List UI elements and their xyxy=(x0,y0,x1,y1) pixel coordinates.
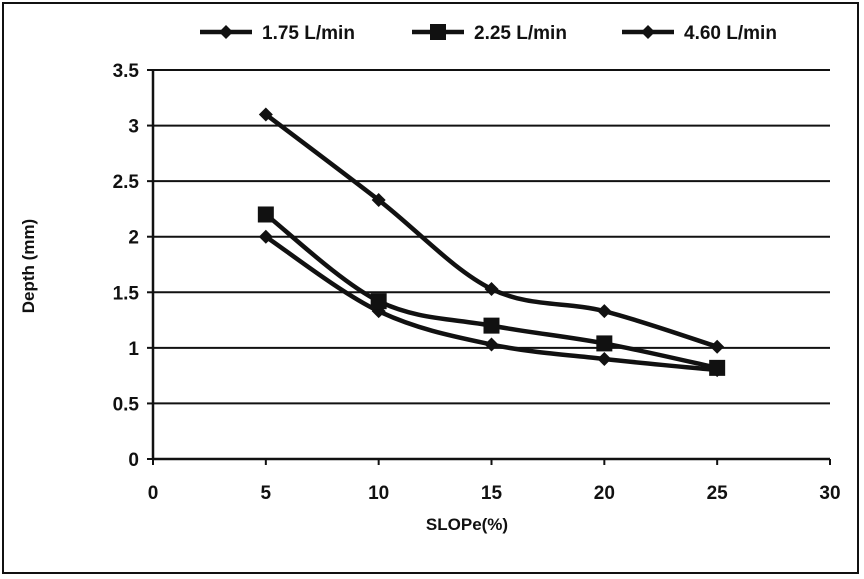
x-tick-labels: 0 5 10 15 20 25 30 xyxy=(148,483,841,504)
gridlines xyxy=(153,69,830,405)
x-axis-title: SLOPe(%) xyxy=(426,515,508,534)
data-point xyxy=(370,293,387,310)
data-point xyxy=(597,351,612,366)
chart-frame xyxy=(2,2,859,574)
y-tick-label: 3.5 xyxy=(113,61,140,82)
data-point xyxy=(710,339,725,354)
legend-marker xyxy=(641,25,655,39)
data-point xyxy=(596,335,613,352)
data-point xyxy=(258,229,273,244)
y-tick-label: 1 xyxy=(128,339,139,360)
data-point xyxy=(258,107,273,122)
legend-label: 4.60 L/min xyxy=(684,23,777,44)
legend-marker xyxy=(430,24,446,40)
legend-item: 2.25 L/min xyxy=(412,23,567,44)
legend: 1.75 L/min 2.25 L/min 4.60 L/min xyxy=(200,23,777,44)
y-tick-labels: 0 0.5 1 1.5 2 2.5 3 3.5 xyxy=(113,61,140,471)
legend-label: 1.75 L/min xyxy=(262,23,355,44)
y-axis-title: Depth (mm) xyxy=(19,219,38,313)
data-point xyxy=(484,337,499,352)
series-2 xyxy=(257,206,726,376)
y-tick-label: 2.5 xyxy=(113,172,140,193)
y-tick-label: 2 xyxy=(128,228,139,249)
legend-marker xyxy=(219,25,233,39)
data-point xyxy=(483,317,500,334)
y-tick-label: 0 xyxy=(128,450,139,471)
x-tick-label: 0 xyxy=(148,483,159,504)
x-tick-label: 5 xyxy=(261,483,272,504)
x-tick-label: 10 xyxy=(368,483,389,504)
legend-label: 2.25 L/min xyxy=(474,23,567,44)
x-tick-label: 15 xyxy=(481,483,503,504)
y-tick-label: 3 xyxy=(128,117,139,138)
legend-item: 1.75 L/min xyxy=(200,23,355,44)
x-tick-label: 25 xyxy=(707,483,729,504)
x-tick-label: 30 xyxy=(819,483,840,504)
y-tick-label: 1.5 xyxy=(113,283,140,304)
legend-item: 4.60 L/min xyxy=(622,23,777,44)
data-point xyxy=(597,304,612,319)
axes xyxy=(147,69,831,465)
data-point xyxy=(371,193,386,208)
data-point xyxy=(257,206,274,223)
series-lines xyxy=(257,107,726,378)
series-line xyxy=(264,112,718,349)
data-point xyxy=(484,281,499,296)
data-point xyxy=(709,359,726,376)
x-tick-label: 20 xyxy=(594,483,615,504)
series-3 xyxy=(258,107,725,354)
y-tick-label: 0.5 xyxy=(113,394,140,415)
